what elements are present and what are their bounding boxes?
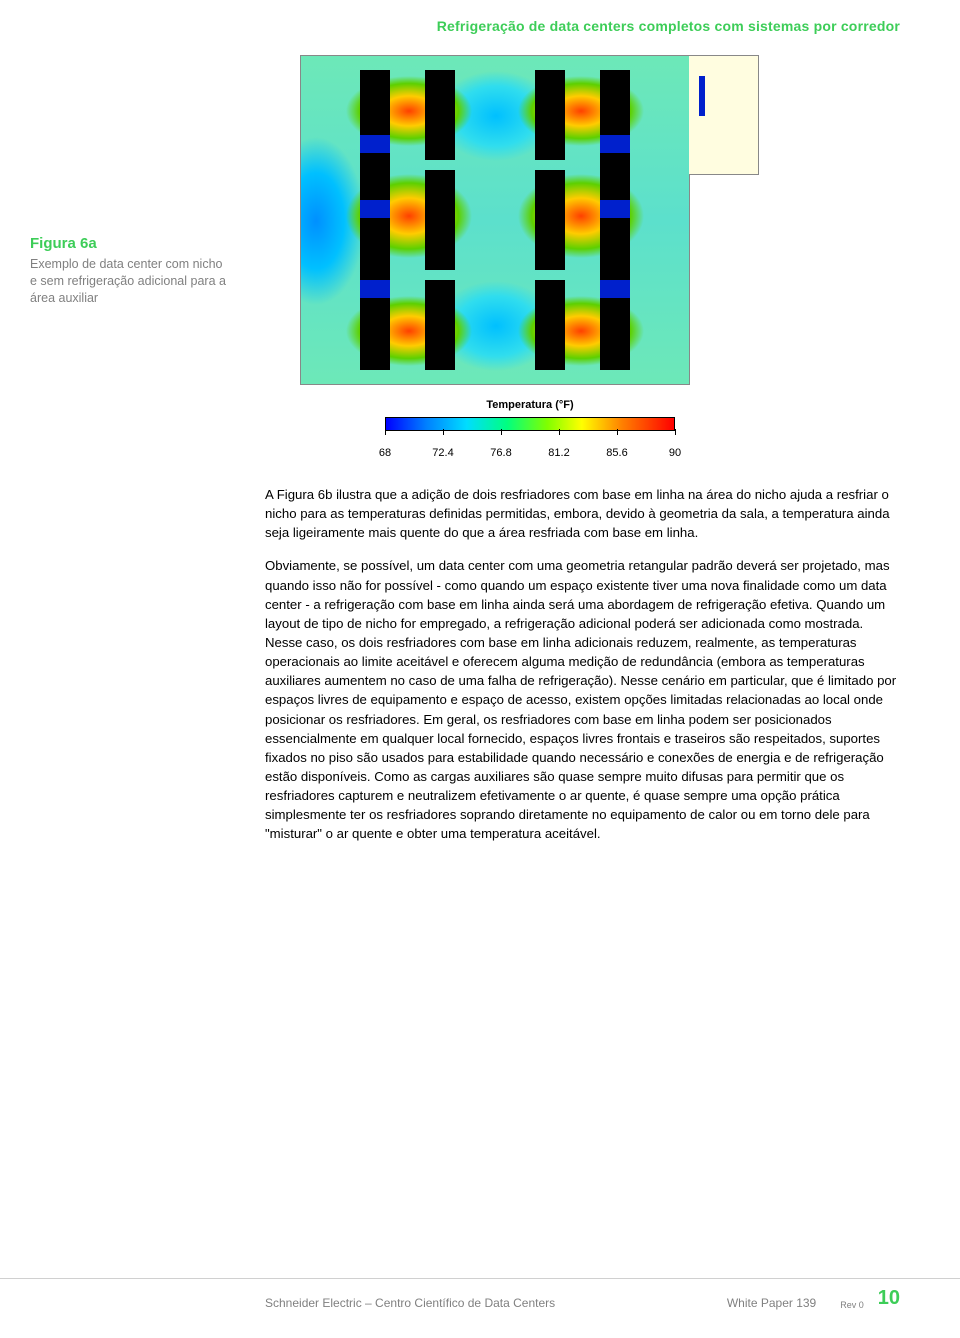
rack-block bbox=[535, 70, 565, 160]
body-text: A Figura 6b ilustra que a adição de dois… bbox=[265, 485, 903, 858]
cooler-block bbox=[360, 135, 390, 153]
paragraph-1: A Figura 6b ilustra que a adição de dois… bbox=[265, 485, 903, 542]
cooler-block bbox=[600, 280, 630, 298]
figure-label: Figura 6a bbox=[30, 235, 230, 252]
legend-value: 85.6 bbox=[606, 447, 627, 459]
rack-block bbox=[360, 150, 390, 200]
legend-value: 76.8 bbox=[490, 447, 511, 459]
legend-value: 90 bbox=[669, 447, 681, 459]
page-footer: Schneider Electric – Centro Científico d… bbox=[0, 1278, 960, 1310]
footer-revision: Rev 0 bbox=[840, 1300, 864, 1310]
figure-area: Temperatura (°F) 6872.476.881.285.690 bbox=[300, 55, 760, 447]
cooler-block bbox=[600, 200, 630, 218]
heatmap-alcove bbox=[689, 55, 759, 175]
rack-block bbox=[535, 170, 565, 270]
legend-value: 72.4 bbox=[432, 447, 453, 459]
cooler-block bbox=[600, 135, 630, 153]
legend-value: 81.2 bbox=[548, 447, 569, 459]
cooler-block bbox=[360, 280, 390, 298]
legend-title: Temperatura (°F) bbox=[300, 399, 760, 411]
rack-block bbox=[425, 70, 455, 160]
rack-block bbox=[600, 150, 630, 200]
cooler-block bbox=[360, 200, 390, 218]
footer-publisher: Schneider Electric – Centro Científico d… bbox=[265, 1296, 727, 1310]
rack-block bbox=[535, 280, 565, 370]
rack-block bbox=[600, 295, 630, 370]
temperature-legend: Temperatura (°F) 6872.476.881.285.690 bbox=[300, 399, 760, 441]
paragraph-2: Obviamente, se possível, um data center … bbox=[265, 556, 903, 843]
legend-ticks bbox=[385, 435, 675, 441]
figure-caption: Figura 6a Exemplo de data center com nic… bbox=[30, 235, 230, 307]
heatmap-main-field bbox=[300, 55, 690, 385]
rack-block bbox=[360, 70, 390, 135]
rack-block bbox=[600, 70, 630, 135]
footer-page-number: 10 bbox=[878, 1287, 900, 1310]
rack-block bbox=[360, 295, 390, 370]
page-header-title: Refrigeração de data centers completos c… bbox=[437, 18, 900, 34]
rack-block bbox=[600, 215, 630, 280]
legend-gradient-bar bbox=[385, 417, 675, 431]
rack-block bbox=[425, 280, 455, 370]
figure-description: Exemplo de data center com nicho e sem r… bbox=[30, 256, 230, 307]
heatmap-diagram bbox=[300, 55, 760, 385]
footer-doc-title: White Paper 139 bbox=[727, 1296, 816, 1310]
legend-value: 68 bbox=[379, 447, 391, 459]
rack-block bbox=[360, 215, 390, 280]
rack-block bbox=[425, 170, 455, 270]
